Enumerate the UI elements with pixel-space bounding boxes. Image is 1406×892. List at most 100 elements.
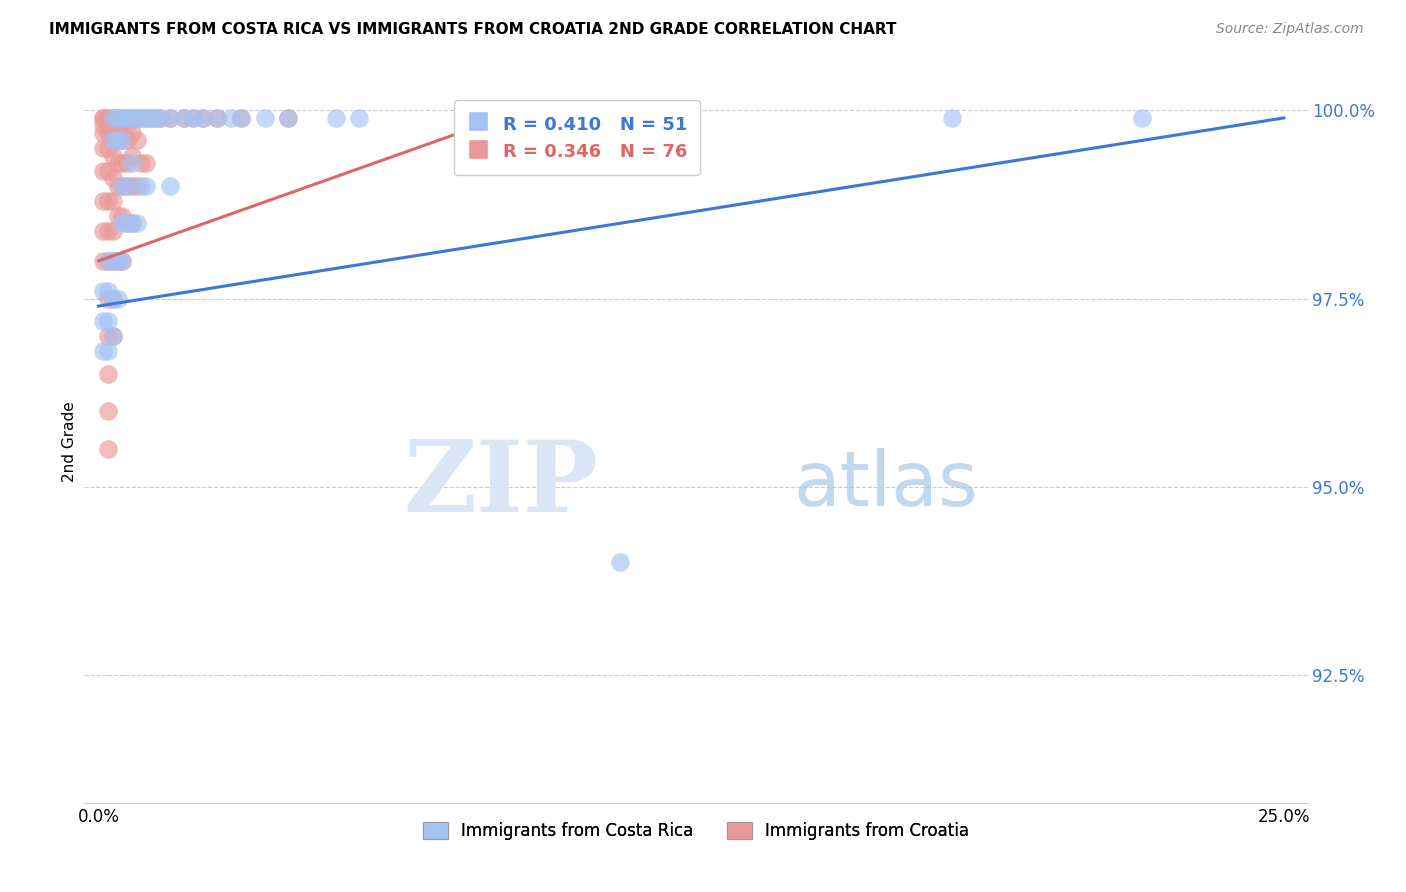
Point bbox=[97, 126, 120, 140]
Point bbox=[97, 284, 120, 298]
Point bbox=[107, 134, 129, 148]
Point bbox=[115, 111, 138, 125]
Point bbox=[91, 141, 114, 155]
Point bbox=[129, 111, 152, 125]
Point bbox=[253, 111, 276, 125]
Point bbox=[107, 111, 129, 125]
Point bbox=[111, 134, 134, 148]
Point bbox=[115, 111, 138, 125]
Point bbox=[107, 111, 129, 125]
Point bbox=[97, 194, 120, 208]
Point bbox=[111, 216, 134, 230]
Point bbox=[101, 292, 124, 306]
Point bbox=[1130, 111, 1153, 125]
Point bbox=[125, 111, 148, 125]
Point bbox=[121, 216, 143, 230]
Point bbox=[91, 344, 114, 359]
Point bbox=[111, 254, 134, 268]
Point bbox=[135, 178, 157, 193]
Point bbox=[97, 111, 120, 125]
Point bbox=[129, 156, 152, 170]
Point bbox=[97, 111, 120, 125]
Point bbox=[97, 141, 120, 155]
Point bbox=[149, 111, 172, 125]
Point bbox=[107, 209, 129, 223]
Point bbox=[107, 254, 129, 268]
Point bbox=[97, 224, 120, 238]
Point bbox=[101, 111, 124, 125]
Point bbox=[135, 111, 157, 125]
Point bbox=[111, 254, 134, 268]
Text: ZIP: ZIP bbox=[404, 436, 598, 533]
Point bbox=[129, 111, 152, 125]
Point bbox=[349, 111, 371, 125]
Point bbox=[135, 156, 157, 170]
Point bbox=[149, 111, 172, 125]
Point bbox=[91, 314, 114, 328]
Point bbox=[121, 148, 143, 162]
Point bbox=[115, 216, 138, 230]
Point bbox=[101, 254, 124, 268]
Point bbox=[97, 404, 120, 418]
Point bbox=[277, 111, 299, 125]
Point bbox=[107, 134, 129, 148]
Point bbox=[91, 254, 114, 268]
Point bbox=[91, 126, 114, 140]
Point bbox=[191, 111, 214, 125]
Point bbox=[609, 555, 631, 569]
Point bbox=[121, 111, 143, 125]
Point bbox=[205, 111, 228, 125]
Point bbox=[135, 111, 157, 125]
Point bbox=[111, 178, 134, 193]
Point bbox=[183, 111, 205, 125]
Point bbox=[173, 111, 195, 125]
Point bbox=[121, 156, 143, 170]
Point bbox=[125, 111, 148, 125]
Point bbox=[111, 134, 134, 148]
Point bbox=[97, 292, 120, 306]
Point bbox=[191, 111, 214, 125]
Point bbox=[97, 254, 120, 268]
Point bbox=[101, 254, 124, 268]
Point bbox=[115, 119, 138, 133]
Point bbox=[229, 111, 252, 125]
Point bbox=[125, 134, 148, 148]
Point bbox=[97, 329, 120, 343]
Point bbox=[941, 111, 963, 125]
Point bbox=[139, 111, 162, 125]
Point bbox=[121, 178, 143, 193]
Point bbox=[91, 284, 114, 298]
Point bbox=[101, 126, 124, 140]
Point bbox=[91, 224, 114, 238]
Point bbox=[101, 224, 124, 238]
Point bbox=[145, 111, 167, 125]
Point bbox=[111, 209, 134, 223]
Point bbox=[205, 111, 228, 125]
Point bbox=[121, 111, 143, 125]
Point bbox=[101, 292, 124, 306]
Point bbox=[111, 119, 134, 133]
Point bbox=[97, 367, 120, 381]
Point bbox=[277, 111, 299, 125]
Point bbox=[121, 126, 143, 140]
Point bbox=[101, 194, 124, 208]
Point bbox=[107, 156, 129, 170]
Point bbox=[97, 314, 120, 328]
Point bbox=[101, 329, 124, 343]
Point bbox=[101, 111, 124, 125]
Point bbox=[121, 216, 143, 230]
Point bbox=[97, 254, 120, 268]
Point bbox=[101, 148, 124, 162]
Y-axis label: 2nd Grade: 2nd Grade bbox=[62, 401, 77, 482]
Point bbox=[91, 163, 114, 178]
Point bbox=[183, 111, 205, 125]
Text: Source: ZipAtlas.com: Source: ZipAtlas.com bbox=[1216, 22, 1364, 37]
Text: IMMIGRANTS FROM COSTA RICA VS IMMIGRANTS FROM CROATIA 2ND GRADE CORRELATION CHAR: IMMIGRANTS FROM COSTA RICA VS IMMIGRANTS… bbox=[49, 22, 897, 37]
Text: atlas: atlas bbox=[794, 448, 979, 522]
Point bbox=[97, 442, 120, 456]
Point bbox=[325, 111, 347, 125]
Point bbox=[111, 178, 134, 193]
Point bbox=[111, 111, 134, 125]
Point bbox=[107, 292, 129, 306]
Point bbox=[107, 119, 129, 133]
